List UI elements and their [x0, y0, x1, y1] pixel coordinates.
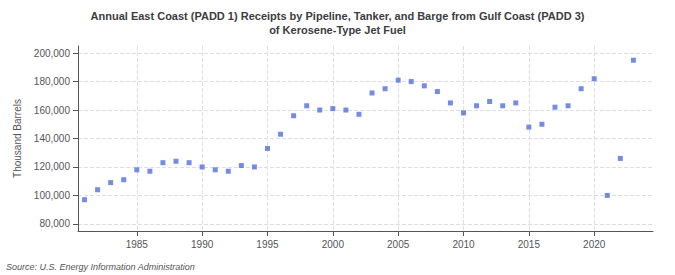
- svg-text:140,000: 140,000: [34, 133, 71, 144]
- svg-text:Annual East Coast (PADD 1) Rec: Annual East Coast (PADD 1) Receipts by P…: [91, 10, 585, 22]
- svg-text:Thousand Barrels: Thousand Barrels: [12, 99, 23, 178]
- svg-text:2010: 2010: [452, 239, 475, 250]
- svg-text:of Kerosene-Type Jet Fuel: of Kerosene-Type Jet Fuel: [269, 24, 406, 36]
- svg-text:200,000: 200,000: [34, 48, 71, 59]
- svg-text:180,000: 180,000: [34, 76, 71, 87]
- svg-text:2020: 2020: [583, 239, 606, 250]
- svg-text:1985: 1985: [126, 239, 149, 250]
- svg-text:2015: 2015: [518, 239, 541, 250]
- svg-text:80,000: 80,000: [39, 218, 70, 229]
- svg-text:160,000: 160,000: [34, 105, 71, 116]
- svg-text:100,000: 100,000: [34, 190, 71, 201]
- svg-text:1990: 1990: [191, 239, 214, 250]
- svg-text:2000: 2000: [322, 239, 345, 250]
- svg-text:Source: U.S. Energy Informatio: Source: U.S. Energy Information Administ…: [6, 262, 195, 272]
- svg-text:120,000: 120,000: [34, 161, 71, 172]
- svg-text:2005: 2005: [387, 239, 410, 250]
- svg-text:1995: 1995: [256, 239, 279, 250]
